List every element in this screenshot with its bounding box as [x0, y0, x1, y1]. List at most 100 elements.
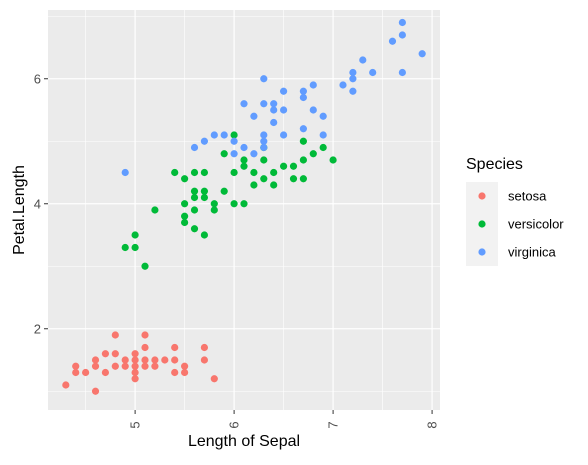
- x-tick-label: 8: [425, 421, 440, 428]
- legend-item-setosa: setosa: [478, 189, 547, 204]
- data-point: [279, 162, 288, 170]
- data-point: [131, 368, 139, 377]
- data-point: [299, 93, 307, 102]
- data-point: [349, 68, 357, 77]
- y-tick-label: 6: [34, 71, 41, 86]
- data-point: [141, 262, 149, 270]
- data-point: [270, 118, 278, 127]
- legend-label: setosa: [508, 189, 547, 204]
- data-point: [171, 168, 179, 177]
- plot-panel: [48, 10, 440, 410]
- data-point: [230, 200, 238, 208]
- data-point: [181, 368, 189, 377]
- data-point: [91, 356, 100, 364]
- data-point: [289, 175, 298, 183]
- data-point: [319, 131, 327, 139]
- data-point: [270, 181, 278, 189]
- data-point: [200, 187, 209, 195]
- data-point: [131, 231, 139, 239]
- data-point: [349, 87, 357, 95]
- data-point: [260, 75, 268, 83]
- data-point: [72, 368, 80, 377]
- data-point: [270, 106, 278, 114]
- data-point: [329, 156, 337, 164]
- series-setosa: [62, 331, 218, 395]
- data-point: [388, 37, 397, 45]
- data-point: [240, 156, 248, 164]
- data-point: [309, 81, 317, 89]
- data-point: [190, 225, 199, 233]
- data-point: [101, 368, 110, 377]
- y-tick-label: 2: [34, 321, 41, 336]
- data-point: [309, 106, 317, 114]
- data-point: [210, 131, 218, 139]
- data-point: [398, 18, 406, 27]
- legend: Species setosa versicolor virginica: [466, 156, 564, 266]
- data-point: [260, 137, 268, 145]
- data-point: [101, 350, 110, 358]
- data-point: [349, 75, 357, 83]
- y-tick-label: 4: [34, 196, 41, 211]
- data-point: [181, 218, 189, 227]
- data-point: [121, 243, 129, 252]
- legend-label: virginica: [508, 245, 556, 260]
- data-point: [299, 87, 307, 95]
- data-point: [131, 356, 139, 364]
- legend-key-point: [478, 248, 486, 256]
- data-point: [190, 168, 199, 177]
- legend-label: versicolor: [508, 217, 564, 232]
- series-virginica: [121, 18, 426, 177]
- data-point: [289, 162, 298, 170]
- data-point: [181, 200, 189, 208]
- data-point: [121, 168, 129, 177]
- data-point: [299, 175, 307, 183]
- data-point: [299, 137, 307, 145]
- data-point: [141, 331, 149, 339]
- data-point: [230, 131, 238, 139]
- data-point: [111, 362, 119, 370]
- x-tick-label: 5: [128, 421, 143, 428]
- data-point: [171, 343, 179, 352]
- data-point: [131, 350, 139, 358]
- data-points: [62, 18, 426, 395]
- data-point: [299, 125, 307, 133]
- data-point: [230, 137, 238, 145]
- data-point: [210, 200, 218, 208]
- data-point: [181, 175, 189, 183]
- data-point: [220, 131, 228, 139]
- y-axis: 2 4 6: [34, 71, 48, 336]
- data-point: [171, 368, 179, 377]
- data-point: [200, 168, 209, 177]
- data-point: [230, 150, 238, 158]
- data-point: [279, 131, 288, 139]
- data-point: [230, 168, 238, 177]
- data-point: [151, 362, 159, 370]
- legend-items: setosa versicolor virginica: [478, 189, 564, 260]
- data-point: [151, 206, 159, 214]
- data-point: [190, 143, 199, 152]
- data-point: [190, 187, 199, 195]
- data-point: [339, 81, 347, 89]
- data-point: [240, 100, 248, 108]
- data-point: [260, 131, 268, 139]
- data-point: [200, 137, 209, 145]
- data-point: [141, 356, 149, 364]
- data-point: [190, 193, 199, 202]
- legend-item-versicolor: versicolor: [478, 217, 564, 232]
- data-point: [141, 343, 149, 352]
- minor-grid: [48, 10, 440, 410]
- data-point: [200, 193, 209, 202]
- data-point: [418, 50, 426, 58]
- data-point: [279, 106, 288, 114]
- data-point: [111, 331, 119, 339]
- data-point: [250, 181, 258, 189]
- data-point: [62, 381, 70, 389]
- data-point: [181, 212, 189, 220]
- data-point: [82, 368, 90, 377]
- x-tick-label: 7: [326, 421, 341, 428]
- data-point: [72, 362, 80, 370]
- data-point: [359, 56, 367, 64]
- data-point: [121, 362, 129, 370]
- data-point: [121, 356, 129, 364]
